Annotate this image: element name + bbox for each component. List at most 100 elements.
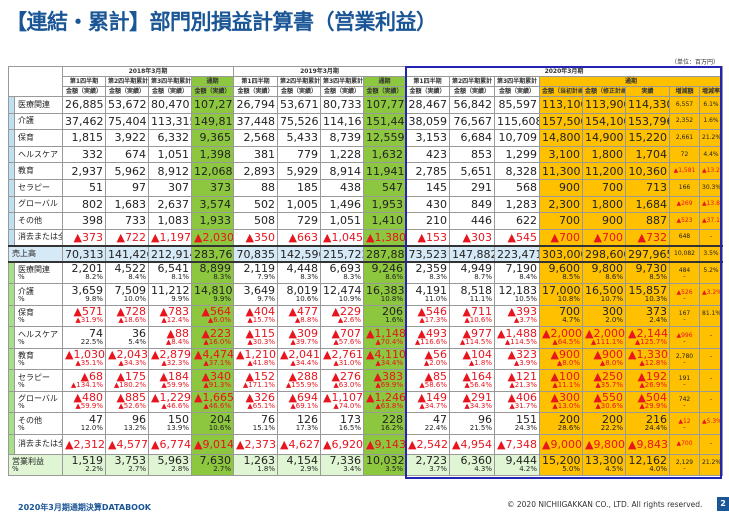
value-cell: 9,444 bbox=[494, 453, 540, 467]
value-cell: ▲707 bbox=[320, 326, 364, 339]
row-label: ヘルスケア bbox=[14, 326, 63, 339]
value-cell: ▲9,000 bbox=[539, 433, 583, 455]
value-cell: 900 bbox=[539, 178, 583, 197]
value-cell: 167 bbox=[669, 304, 700, 318]
value-cell: ▲288 bbox=[277, 369, 321, 382]
sales-row: 教育 2,937 5,962 8,912 12,068 2,893 5,929 8,914 11… bbox=[8, 162, 723, 180]
margin-cell: ▲31.9% bbox=[62, 317, 106, 328]
value-cell: 147,882 bbox=[449, 244, 495, 264]
value-cell: ▲977 bbox=[449, 326, 495, 339]
margin-cell: ▲1.8% bbox=[449, 360, 495, 371]
row-label-pct: % bbox=[14, 295, 63, 306]
value-cell: 70,835 bbox=[233, 244, 278, 264]
value-cell: ▲6,920 bbox=[320, 433, 364, 455]
margin-cell: 1.6% bbox=[363, 317, 406, 328]
header-period: 通期 bbox=[539, 76, 723, 87]
value-cell: 10,360 bbox=[625, 162, 670, 180]
margin-cell: 8.7% bbox=[449, 274, 495, 285]
value-cell: 10,032 bbox=[363, 453, 406, 467]
value-cell: 228 bbox=[363, 412, 406, 425]
value-cell: 17,000 bbox=[539, 283, 583, 296]
value-cell: ▲545 bbox=[494, 228, 540, 247]
margin-cell: 10.6% bbox=[277, 295, 321, 306]
value-cell: 56,842 bbox=[449, 96, 495, 114]
value-cell: 21.2% bbox=[699, 129, 723, 147]
margin-cell: ▲8.0% bbox=[539, 360, 583, 371]
value-cell: ▲700 bbox=[582, 228, 626, 247]
value-cell: 648 bbox=[669, 228, 700, 247]
value-cell: 145 bbox=[405, 178, 450, 197]
value-cell: 150 bbox=[148, 412, 192, 425]
value-cell: 2,119 bbox=[233, 261, 278, 275]
margin-cell: 8.3% bbox=[277, 274, 321, 285]
margin-cell: 24.3% bbox=[494, 424, 540, 435]
value-cell: - bbox=[699, 326, 723, 339]
row-label: 介護 bbox=[14, 112, 63, 131]
margin-cell: - bbox=[669, 466, 700, 477]
value-cell: ▲2,312 bbox=[62, 433, 106, 455]
row-label: 営業利益 bbox=[8, 453, 63, 467]
profit-row: セラピー ▲68 ▲175 ▲184 ▲340 ▲152 ▲288 ▲276 ▲383 ▲85 ▲1… bbox=[8, 369, 723, 392]
margin-cell: 3.4% bbox=[320, 466, 364, 477]
value-cell: ▲269 bbox=[669, 195, 700, 214]
value-cell: ▲700 bbox=[669, 433, 700, 455]
margin-cell: 10.6% bbox=[191, 424, 234, 435]
value-cell: 215,723 bbox=[320, 244, 364, 264]
margin-cell: 13.2% bbox=[105, 424, 149, 435]
value-cell: 88 bbox=[233, 178, 278, 197]
margin-cell: ▲57.6% bbox=[320, 338, 364, 349]
margin-cell: 2.4% bbox=[625, 317, 670, 328]
value-cell: ▲88 bbox=[148, 326, 192, 339]
row-label: グローバル bbox=[14, 195, 63, 214]
value-cell: 11,941 bbox=[363, 162, 406, 180]
row-label-pct: % bbox=[8, 466, 63, 477]
value-cell: 200 bbox=[539, 412, 583, 425]
margin-cell: 16.2% bbox=[363, 424, 406, 435]
sales-row: 保育 1,815 3,922 6,332 9,365 2,568 5,433 8,739 12,… bbox=[8, 129, 723, 147]
row-label-pct: % bbox=[14, 403, 63, 414]
margin-cell: 22.4% bbox=[405, 424, 450, 435]
row-label: 消去または全社 bbox=[14, 433, 63, 455]
margin-cell: ▲32.3% bbox=[148, 360, 192, 371]
margin-cell: 5.0% bbox=[539, 466, 583, 477]
value-cell: ▲1,210 bbox=[233, 347, 278, 361]
value-cell: 1,005 bbox=[277, 195, 321, 214]
margin-cell: ▲65.1% bbox=[233, 403, 278, 414]
margin-cell: ▲13.0% bbox=[539, 403, 583, 414]
margin-cell: 9.7% bbox=[233, 295, 278, 306]
value-cell: 26,885 bbox=[62, 96, 106, 114]
value-cell: 307 bbox=[148, 178, 192, 197]
margin-cell: 8.3% bbox=[191, 274, 234, 285]
header-plan-col: 増減率 bbox=[699, 86, 723, 97]
value-cell: ▲550 bbox=[582, 390, 626, 404]
margin-cell bbox=[699, 274, 723, 285]
header-period: 第3四半期累計 bbox=[148, 76, 192, 87]
value-cell: 14,900 bbox=[582, 129, 626, 147]
value-cell: ▲223 bbox=[191, 326, 234, 339]
header-amount: 金額（実績） bbox=[233, 86, 278, 97]
value-cell: 508 bbox=[233, 212, 278, 230]
value-cell: 283,767 bbox=[191, 244, 234, 264]
value-cell: 15,857 bbox=[625, 283, 670, 296]
value-cell: ▲115 bbox=[233, 326, 278, 339]
margin-cell bbox=[699, 360, 723, 371]
margin-cell: 8.1% bbox=[148, 274, 192, 285]
value-cell: 5,962 bbox=[105, 162, 149, 180]
value-cell: 742 bbox=[669, 390, 700, 404]
margin-cell: ▲8.4% bbox=[148, 338, 192, 349]
value-cell: ▲526 bbox=[669, 283, 700, 296]
value-cell: 80,470 bbox=[148, 96, 192, 114]
value-cell: 154,100 bbox=[582, 112, 626, 131]
value-cell: 700 bbox=[582, 178, 626, 197]
value-cell: ▲373 bbox=[62, 228, 106, 247]
margin-cell: 8.5% bbox=[539, 274, 583, 285]
value-cell: 4,522 bbox=[105, 261, 149, 275]
value-cell: ▲5.3% bbox=[699, 412, 723, 425]
margin-cell: ▲30.6% bbox=[582, 403, 626, 414]
margin-cell: - bbox=[669, 274, 700, 285]
value-cell: 37,448 bbox=[233, 112, 278, 131]
margin-cell: - bbox=[669, 317, 700, 328]
margin-cell: 12.0% bbox=[62, 424, 106, 435]
value-cell: ▲4,474 bbox=[191, 347, 234, 361]
value-cell: 1,704 bbox=[625, 145, 670, 164]
